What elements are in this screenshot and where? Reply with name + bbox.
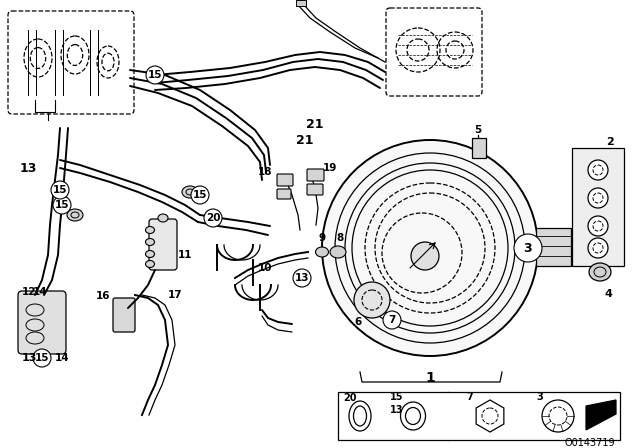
Circle shape	[588, 188, 608, 208]
Text: 18: 18	[257, 167, 272, 177]
Text: 3: 3	[536, 392, 543, 402]
Text: O0143719: O0143719	[564, 438, 615, 448]
Text: 9: 9	[319, 233, 326, 243]
Circle shape	[383, 311, 401, 329]
Ellipse shape	[182, 186, 198, 198]
Text: 16: 16	[95, 291, 110, 301]
Text: 15: 15	[390, 392, 403, 402]
Bar	[536, 228, 571, 266]
Circle shape	[411, 242, 439, 270]
Text: 20: 20	[205, 213, 220, 223]
Text: 15: 15	[55, 200, 69, 210]
Ellipse shape	[145, 250, 154, 258]
Circle shape	[588, 238, 608, 258]
Text: 15: 15	[35, 353, 49, 363]
Text: 2: 2	[606, 137, 614, 147]
FancyBboxPatch shape	[277, 174, 293, 186]
Bar	[572, 148, 624, 266]
Text: 13: 13	[390, 405, 403, 415]
Text: 5: 5	[474, 125, 482, 135]
Text: 13: 13	[22, 353, 37, 363]
Text: 15: 15	[193, 190, 207, 200]
Text: 10: 10	[258, 263, 272, 273]
Text: 12: 12	[22, 287, 36, 297]
Ellipse shape	[145, 227, 154, 233]
Ellipse shape	[145, 260, 154, 267]
Circle shape	[146, 66, 164, 84]
Ellipse shape	[67, 209, 83, 221]
Circle shape	[322, 140, 538, 356]
Text: 13: 13	[295, 273, 309, 283]
Text: 15: 15	[148, 70, 163, 80]
Text: 3: 3	[524, 241, 532, 254]
Text: 6: 6	[355, 317, 362, 327]
FancyBboxPatch shape	[18, 291, 66, 354]
Circle shape	[204, 209, 222, 227]
Text: 13: 13	[19, 161, 36, 175]
Text: 4: 4	[604, 289, 612, 299]
Text: 19: 19	[323, 163, 337, 173]
Text: 15: 15	[52, 185, 67, 195]
Circle shape	[191, 186, 209, 204]
Text: 14: 14	[54, 353, 69, 363]
Text: 1: 1	[425, 371, 435, 385]
Text: 20: 20	[343, 393, 356, 403]
Text: 14: 14	[33, 287, 47, 297]
Circle shape	[354, 282, 390, 318]
Text: 7: 7	[388, 315, 396, 325]
Circle shape	[514, 234, 542, 262]
Text: 7: 7	[466, 392, 473, 402]
Bar	[338, 392, 620, 440]
FancyBboxPatch shape	[307, 169, 324, 181]
Text: 11: 11	[178, 250, 192, 260]
Circle shape	[53, 196, 71, 214]
Ellipse shape	[145, 238, 154, 246]
Bar	[296, 0, 306, 6]
Text: 17: 17	[168, 290, 182, 300]
Ellipse shape	[316, 247, 328, 257]
Circle shape	[33, 349, 51, 367]
Ellipse shape	[589, 263, 611, 281]
Circle shape	[293, 269, 311, 287]
FancyBboxPatch shape	[113, 298, 135, 332]
Circle shape	[588, 216, 608, 236]
FancyBboxPatch shape	[149, 219, 177, 270]
Circle shape	[51, 181, 69, 199]
FancyBboxPatch shape	[277, 189, 291, 199]
Bar	[472, 138, 486, 158]
Circle shape	[588, 160, 608, 180]
Ellipse shape	[158, 214, 168, 222]
Polygon shape	[586, 400, 616, 430]
Ellipse shape	[330, 246, 346, 258]
FancyBboxPatch shape	[307, 184, 323, 195]
Text: 21: 21	[307, 119, 324, 132]
Text: 8: 8	[337, 233, 344, 243]
Text: 21: 21	[296, 134, 314, 146]
